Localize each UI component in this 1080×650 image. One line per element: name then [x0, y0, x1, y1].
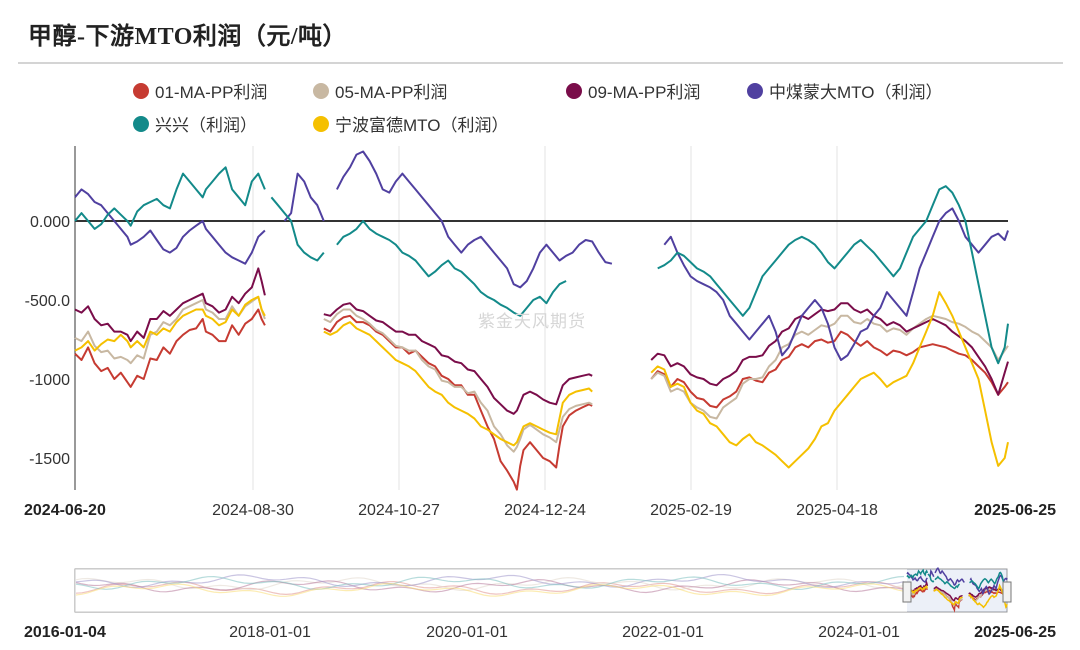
series-line-2[interactable]	[74, 267, 1009, 415]
x-tick-label: 2024-10-27	[358, 502, 440, 519]
navigator-left-handle[interactable]	[902, 581, 912, 603]
legend-dot-icon	[566, 82, 582, 99]
navigator-tick-label: 2025-06-25	[974, 624, 1056, 641]
x-tick-label: 2024-06-20	[24, 502, 106, 519]
x-tick-label: 2024-08-30	[212, 502, 294, 519]
navigator-mask	[75, 569, 907, 612]
series-line-0[interactable]	[74, 308, 1009, 491]
navigator-selected-lines	[906, 567, 1008, 613]
x-tick-label: 2025-04-18	[796, 502, 878, 519]
navigator-series-line-3	[906, 567, 1008, 596]
navigator-tick-label: 2020-01-01	[426, 624, 508, 641]
y-tick-label: -1000	[29, 372, 70, 389]
series-lines	[74, 150, 1009, 491]
series-line-5[interactable]	[74, 291, 1009, 469]
navigator-history-line-2	[75, 578, 905, 594]
navigator-history-line-3	[75, 573, 905, 589]
navigator-history-line-5	[75, 582, 905, 597]
navigator-history-lines	[75, 573, 905, 597]
y-tick-label: -1500	[29, 451, 70, 468]
legend-dot-icon	[133, 115, 149, 132]
legend-item-01-ma-pp[interactable]: 01-MA-PP利润	[133, 78, 267, 103]
title-divider	[18, 62, 1063, 64]
legend-label: 宁波富德MTO（利润）	[335, 116, 509, 135]
gridlines	[252, 146, 838, 490]
navigator-right-handle[interactable]	[1002, 581, 1012, 603]
series-line-3[interactable]	[74, 150, 1009, 361]
watermark-text: 紫金天风期货	[478, 312, 586, 331]
legend-item-xingxing[interactable]: 兴兴（利润）	[133, 111, 257, 136]
x-tick-label: 2024-12-24	[504, 502, 586, 519]
legend-item-09-ma-pp[interactable]: 09-MA-PP利润	[566, 78, 700, 103]
navigator-tick-label: 2024-01-01	[818, 624, 900, 641]
navigator-series-line-4	[906, 568, 1008, 597]
navigator-history-line-4	[75, 575, 905, 591]
legend-dot-icon	[133, 82, 149, 99]
legend-item-ningbo-fude[interactable]: 宁波富德MTO（利润）	[313, 111, 508, 136]
navigator-tick-label: 2022-01-01	[622, 624, 704, 641]
y-tick-label: -500.0	[25, 293, 70, 310]
legend-label: 05-MA-PP利润	[335, 83, 448, 102]
legend-dot-icon	[313, 115, 329, 132]
x-tick-label: 2025-02-19	[650, 502, 732, 519]
legend-label: 兴兴（利润）	[155, 116, 257, 135]
legend-dot-icon	[747, 82, 763, 99]
legend-label: 09-MA-PP利润	[588, 83, 701, 102]
legend-item-05-ma-pp[interactable]: 05-MA-PP利润	[313, 78, 447, 103]
y-tick-label: 0.000	[30, 214, 70, 231]
navigator-tick-label: 2016-01-04	[24, 624, 106, 641]
legend-label: 中煤蒙大MTO（利润）	[769, 83, 943, 102]
legend-label: 01-MA-PP利润	[155, 83, 268, 102]
legend-dot-icon	[313, 82, 329, 99]
legend-item-zhongmei-mengda[interactable]: 中煤蒙大MTO（利润）	[747, 78, 942, 103]
chart-title: 甲醇-下游MTO利润（元/吨）	[28, 24, 348, 50]
navigator-tick-label: 2018-01-01	[229, 624, 311, 641]
x-tick-label: 2025-06-25	[974, 502, 1056, 519]
series-line-4[interactable]	[74, 166, 1009, 365]
